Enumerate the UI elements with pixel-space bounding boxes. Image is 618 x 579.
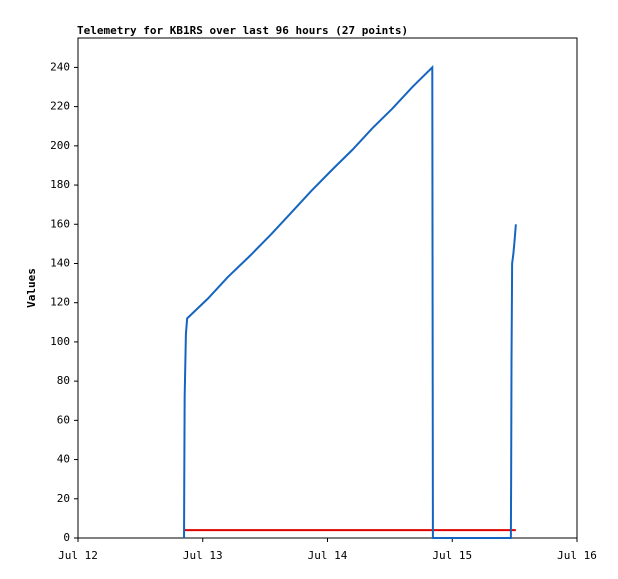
y-tick-label: 160	[50, 217, 70, 230]
series-line	[183, 65, 517, 539]
y-tick-label: 40	[57, 453, 70, 466]
y-tick-label: 60	[57, 413, 70, 426]
x-tick-label: Jul 15	[432, 549, 472, 562]
y-tick-label: 220	[50, 100, 70, 113]
y-axis-label: Values	[25, 268, 38, 308]
y-tick-label: 240	[50, 60, 70, 73]
y-tick-label: 20	[57, 492, 70, 505]
y-tick-label: 120	[50, 296, 70, 309]
x-tick-label: Jul 14	[308, 549, 348, 562]
y-tick-label: 0	[63, 531, 70, 544]
plot-frame	[77, 37, 578, 539]
y-tick-label: 100	[50, 335, 70, 348]
y-tick-label: 80	[57, 374, 70, 387]
chart-title: Telemetry for KB1RS over last 96 hours (…	[77, 24, 408, 37]
y-tick-label: 200	[50, 139, 70, 152]
x-tick-label: Jul 16	[557, 549, 597, 562]
y-tick-label: 140	[50, 256, 70, 269]
y-tick-label: 180	[50, 178, 70, 191]
x-tick-label: Jul 13	[183, 549, 223, 562]
x-tick-label: Jul 12	[58, 549, 98, 562]
